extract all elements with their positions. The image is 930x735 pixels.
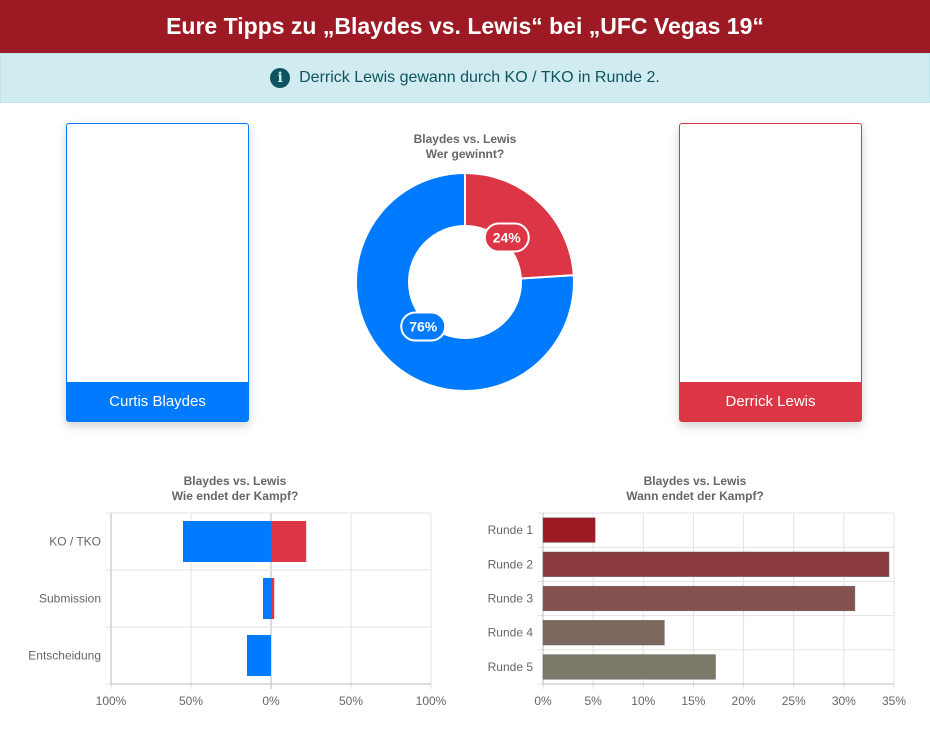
page-title: Eure Tipps zu „Blaydes vs. Lewis“ bei „U… xyxy=(166,13,764,39)
chart-title: Blaydes vs. Lewis xyxy=(184,474,287,488)
bar xyxy=(542,517,596,543)
x-tick-label: 30% xyxy=(832,694,856,708)
chart-subtitle: Wann endet der Kampf? xyxy=(626,489,764,503)
fighter-photo xyxy=(67,124,248,382)
category-label: Runde 3 xyxy=(488,592,534,606)
x-tick-label: 10% xyxy=(631,694,655,708)
donut-value-text: 76% xyxy=(409,318,438,334)
bar-series-1 xyxy=(183,520,271,563)
x-tick-label: 100% xyxy=(96,694,127,708)
fighter-card-lewis[interactable]: Derrick Lewis xyxy=(679,123,862,422)
info-circle-icon: i xyxy=(270,68,291,88)
bar xyxy=(542,620,665,646)
bar-series-2 xyxy=(271,577,275,620)
bar xyxy=(542,654,716,680)
category-label: Submission xyxy=(39,592,101,606)
category-label: Runde 1 xyxy=(488,523,534,537)
x-tick-label: 50% xyxy=(339,694,363,708)
category-label: Runde 5 xyxy=(488,660,534,674)
chart-subtitle: Wer gewinnt? xyxy=(426,147,504,161)
x-tick-label: 15% xyxy=(681,694,705,708)
bar xyxy=(542,551,890,577)
chart-subtitle: Wie endet der Kampf? xyxy=(172,489,299,503)
round-bar-chart: Blaydes vs. Lewis Wann endet der Kampf? … xyxy=(488,474,907,708)
x-tick-label: 100% xyxy=(416,694,447,708)
x-tick-label: 5% xyxy=(584,694,602,708)
x-tick-label: 0% xyxy=(534,694,552,708)
fighter-name-blaydes: Curtis Blaydes xyxy=(67,382,248,421)
x-tick-label: 0% xyxy=(262,694,280,708)
bar-series-1 xyxy=(247,634,271,677)
x-tick-label: 20% xyxy=(732,694,756,708)
donut-value-label: 76% xyxy=(400,311,447,342)
category-label: Runde 2 xyxy=(488,557,534,571)
method-bar-chart: Blaydes vs. Lewis Wie endet der Kampf? K… xyxy=(28,474,447,708)
result-text: Derrick Lewis gewann durch KO / TKO in R… xyxy=(299,69,660,86)
x-tick-label: 25% xyxy=(782,694,806,708)
fighter-name-lewis: Derrick Lewis xyxy=(680,382,861,421)
result-alert: i Derrick Lewis gewann durch KO / TKO in… xyxy=(0,53,930,103)
winner-donut-chart: Blaydes vs. Lewis Wer gewinnt? 76% 24% xyxy=(355,132,575,392)
category-label: Entscheidung xyxy=(28,649,101,663)
bar-series-1 xyxy=(263,577,271,620)
bar xyxy=(542,585,856,612)
fighter-photo xyxy=(680,124,861,382)
page-header: Eure Tipps zu „Blaydes vs. Lewis“ bei „U… xyxy=(0,0,930,53)
donut-value-text: 24% xyxy=(493,230,522,246)
category-label: KO / TKO xyxy=(49,535,101,549)
chart-title: Blaydes vs. Lewis xyxy=(414,132,517,146)
bar-series-2 xyxy=(271,520,307,563)
chart-title: Blaydes vs. Lewis xyxy=(644,474,747,488)
category-label: Runde 4 xyxy=(488,626,534,640)
fighter-card-blaydes[interactable]: Curtis Blaydes xyxy=(66,123,249,422)
x-tick-label: 50% xyxy=(179,694,203,708)
donut-value-label: 24% xyxy=(483,222,530,253)
x-tick-label: 35% xyxy=(882,694,906,708)
